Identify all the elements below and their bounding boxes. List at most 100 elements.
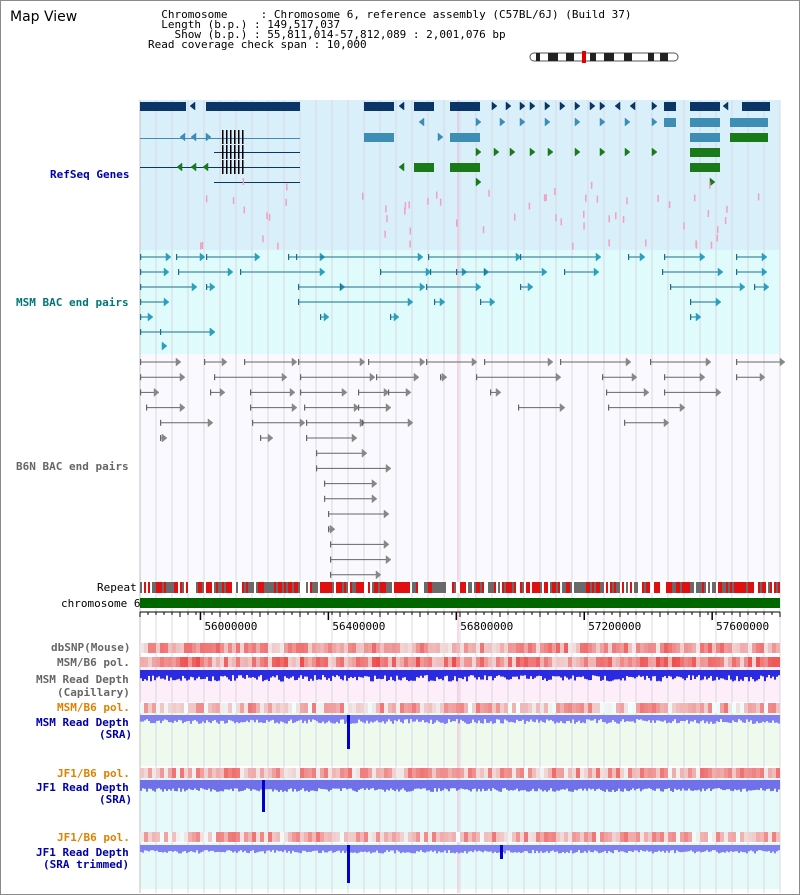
depth-bar [444, 670, 446, 677]
depth-bar [772, 670, 774, 677]
track-label-chromosome[interactable]: chromosome 6 [61, 597, 141, 610]
track-label-jf1-depth-sra[interactable]: JF1 Read Depth [36, 781, 129, 794]
heat-cell [220, 657, 224, 667]
depth-bar [190, 845, 192, 852]
depth-bar [468, 845, 470, 852]
depth-bar [454, 845, 456, 854]
track-label-repeat[interactable]: Repeat [97, 581, 137, 594]
heat-cell [584, 832, 588, 842]
track-label-msm-depth-capillary[interactable]: MSM Read Depth [36, 673, 129, 686]
depth-bar [600, 715, 602, 720]
repeat-cell [436, 582, 438, 593]
heat-cell [724, 643, 728, 653]
heat-cell [208, 643, 212, 653]
repeat-cell [524, 582, 526, 593]
repeat-cell [476, 582, 478, 593]
track-label-msm-b6-pol[interactable]: MSM/B6 pol. [57, 656, 130, 669]
repeat-cell [584, 582, 586, 593]
pseudo-mark [596, 195, 599, 203]
depth-bar [570, 845, 572, 851]
depth-bar [766, 780, 768, 790]
b6n-bac-end-arrow [625, 357, 632, 367]
heat-cell [604, 643, 608, 653]
depth-bar [726, 715, 728, 723]
repeat-cell [312, 582, 314, 593]
track-label-msm-bac[interactable]: MSM BAC end pairs [16, 296, 129, 309]
heat-cell [296, 768, 300, 778]
heat-cell [324, 768, 328, 778]
depth-bar [316, 845, 318, 851]
strand-arrow [519, 117, 526, 127]
heat-cell [452, 768, 456, 778]
track-label-dbsnp[interactable]: dbSNP(Mouse) [51, 641, 131, 654]
depth-bar [330, 845, 332, 851]
depth-bar [526, 715, 528, 721]
track-label-jf1-depth-trimmed[interactable]: JF1 Read Depth [36, 846, 129, 859]
heat-cell [408, 643, 412, 653]
depth-bar [456, 845, 458, 853]
depth-bar [214, 780, 216, 791]
depth-bar [368, 780, 370, 790]
heat-cell [584, 643, 588, 653]
b6n-bac-end-arrow [385, 463, 392, 473]
heat-cell [652, 703, 656, 713]
repeat-cell [272, 582, 274, 593]
depth-bar [222, 780, 224, 792]
depth-bar [756, 715, 758, 722]
heat-cell [220, 768, 224, 778]
depth-bar [360, 780, 362, 789]
depth-bar [684, 670, 686, 681]
depth-bar [256, 715, 258, 720]
repeat-cell [432, 582, 434, 593]
track-label-msm-b6-pol-2[interactable]: MSM/B6 pol. [57, 701, 130, 714]
depth-bar [424, 715, 426, 723]
heat-cell [480, 768, 484, 778]
track-label-jf1-b6-pol-2[interactable]: JF1/B6 pol. [57, 831, 130, 844]
depth-bar [720, 780, 722, 790]
heat-cell [300, 657, 304, 667]
gene-bar [690, 163, 720, 172]
heat-cell [416, 703, 420, 713]
depth-bar [194, 715, 196, 720]
track-label-refseq[interactable]: RefSeq Genes [50, 168, 130, 181]
track-label-jf1-b6-pol[interactable]: JF1/B6 pol. [57, 767, 130, 780]
depth-bar [366, 845, 368, 853]
depth-bar [578, 715, 580, 721]
heat-cell [632, 832, 636, 842]
gene-bar [414, 102, 434, 111]
depth-bar [386, 670, 388, 682]
track-label-msm-depth-sra[interactable]: MSM Read Depth [36, 716, 129, 729]
depth-bar [586, 715, 588, 720]
depth-bar [242, 780, 244, 791]
repeat-cell [482, 582, 484, 593]
repeat-cell [510, 582, 512, 593]
heat-cell [264, 703, 268, 713]
depth-bar [738, 780, 740, 790]
strand-arrow [574, 147, 581, 157]
depth-bar [662, 715, 664, 722]
repeat-cell [366, 582, 368, 593]
heat-cell [480, 703, 484, 713]
depth-bar [748, 780, 750, 791]
strand-arrow [651, 101, 658, 111]
depth-bar [170, 670, 172, 678]
repeat-cell [302, 582, 304, 593]
heat-cell [372, 657, 376, 667]
depth-bar [722, 780, 724, 791]
depth-bar [708, 670, 710, 678]
heat-cell [272, 832, 276, 842]
track-label-b6n-bac[interactable]: B6N BAC end pairs [16, 460, 129, 473]
depth-bar [558, 715, 560, 723]
heat-cell [516, 768, 520, 778]
depth-bar [766, 715, 768, 722]
depth-bar [192, 670, 194, 678]
heat-cell [700, 768, 704, 778]
heat-cell [760, 703, 764, 713]
heat-cell [468, 643, 472, 653]
pseudo-mark [409, 227, 412, 235]
depth-bar [538, 845, 540, 853]
heat-cell [216, 657, 220, 667]
repeat-cell [326, 582, 328, 593]
depth-bar [298, 670, 300, 678]
